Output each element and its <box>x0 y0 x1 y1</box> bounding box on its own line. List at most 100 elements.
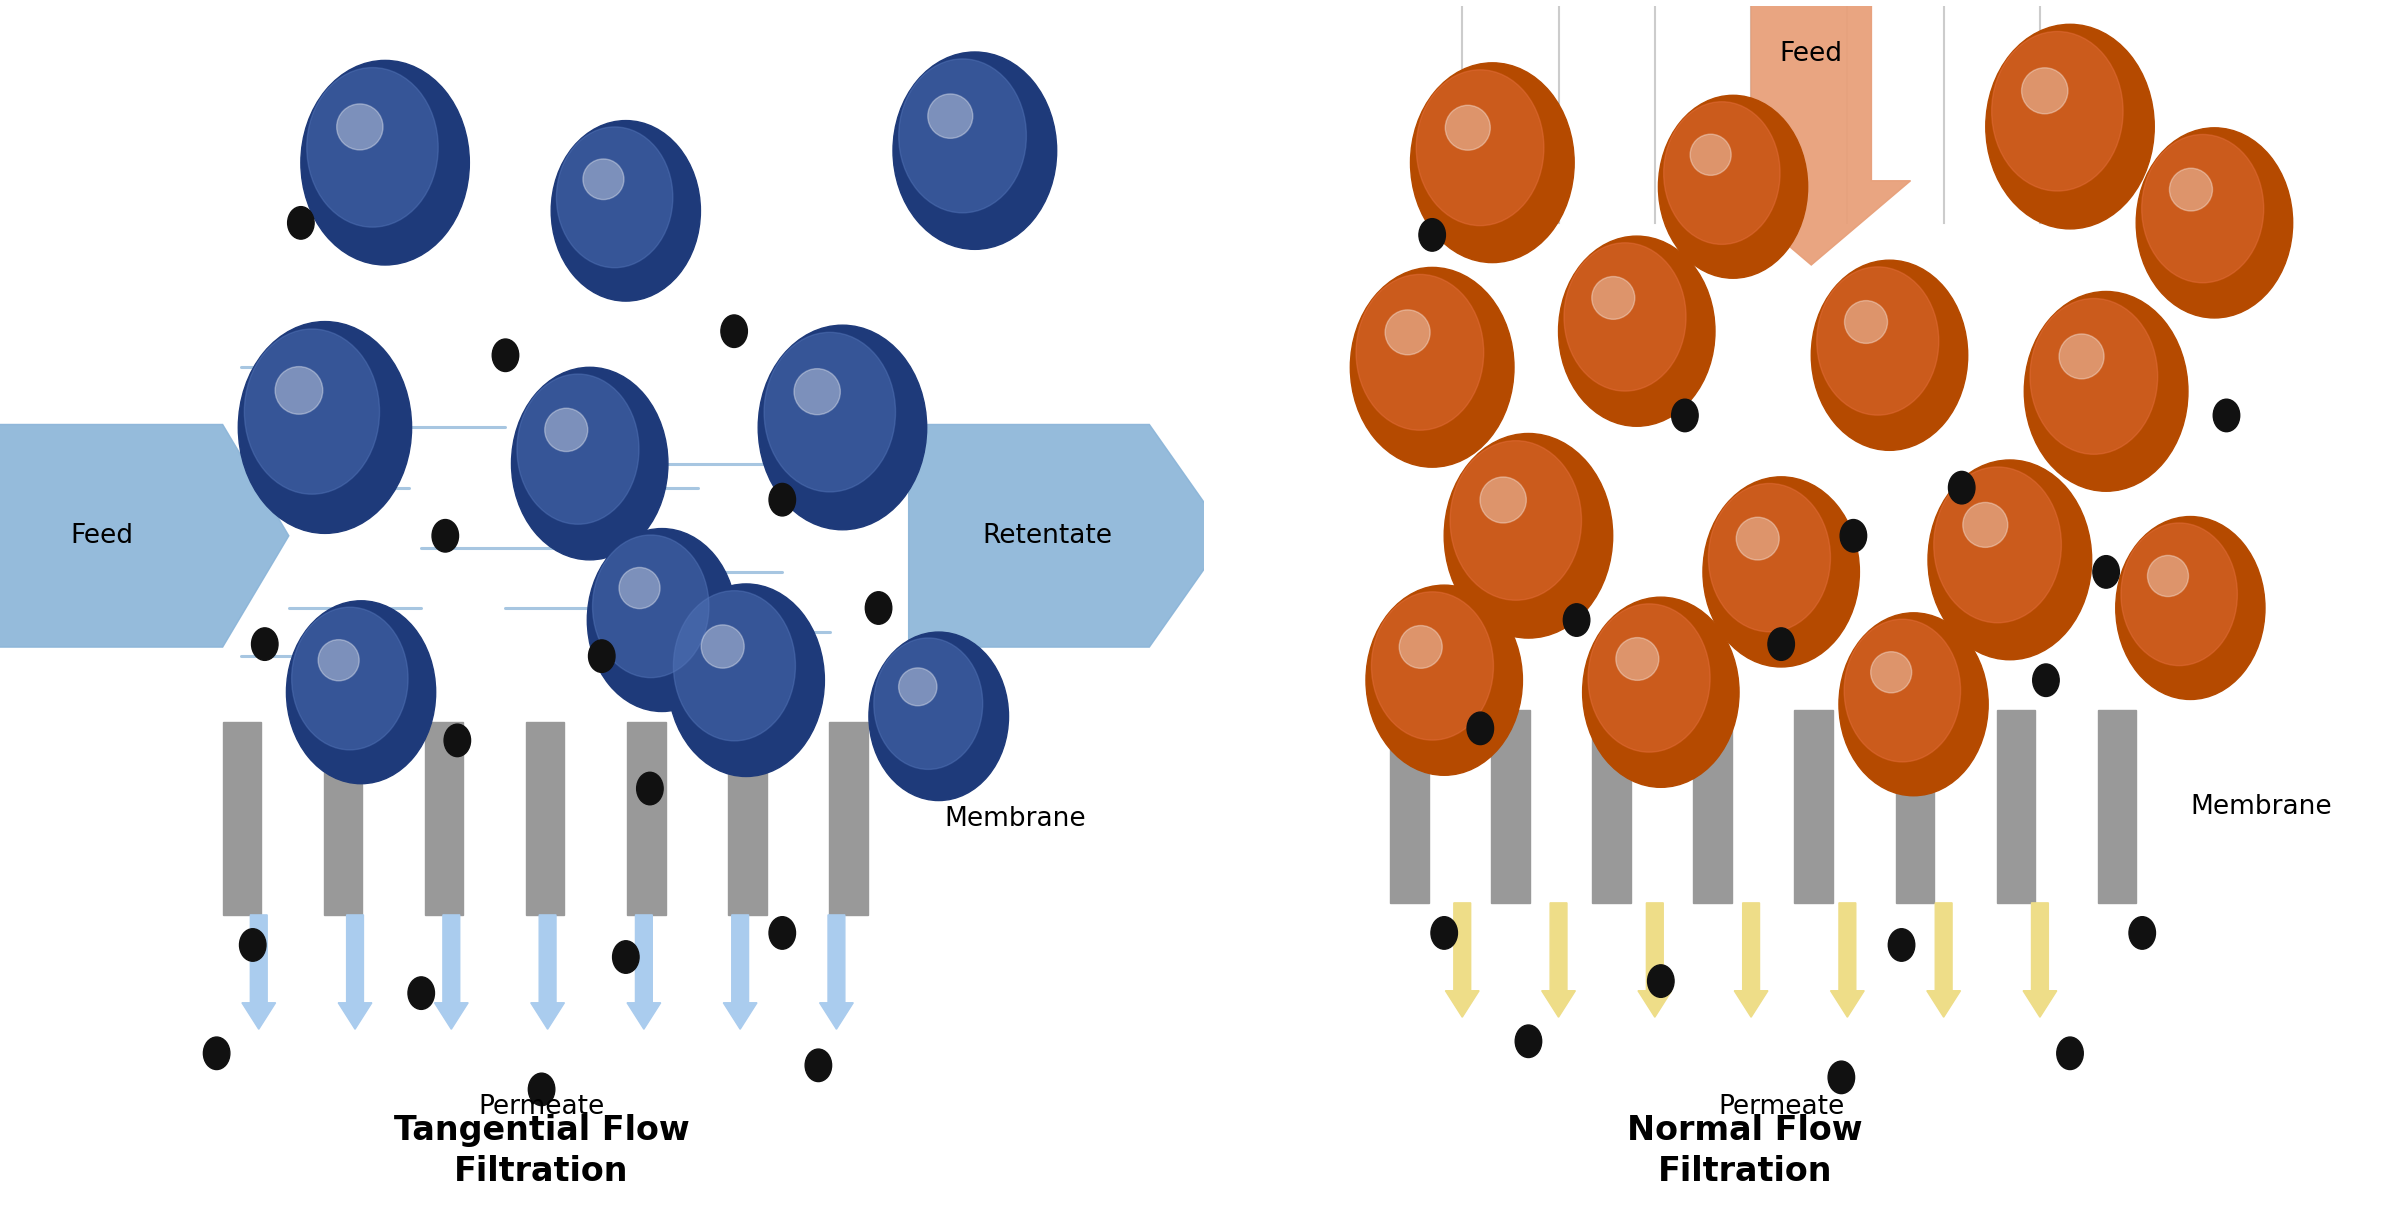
Ellipse shape <box>337 103 383 150</box>
Ellipse shape <box>1615 637 1658 681</box>
Ellipse shape <box>2032 664 2060 697</box>
Bar <box>1593 710 1632 902</box>
Ellipse shape <box>1670 399 1699 432</box>
Ellipse shape <box>669 584 823 777</box>
Ellipse shape <box>867 592 893 624</box>
Ellipse shape <box>2214 399 2239 432</box>
Ellipse shape <box>1690 134 1731 175</box>
Ellipse shape <box>1767 627 1793 660</box>
Ellipse shape <box>1962 502 2007 547</box>
FancyArrow shape <box>0 424 289 647</box>
Bar <box>527 722 566 914</box>
Ellipse shape <box>318 640 359 681</box>
Ellipse shape <box>530 1074 556 1105</box>
Bar <box>2096 710 2137 902</box>
Ellipse shape <box>1887 929 1916 961</box>
FancyArrow shape <box>1733 902 1767 1018</box>
Ellipse shape <box>306 68 438 227</box>
Ellipse shape <box>1411 63 1574 263</box>
Ellipse shape <box>289 207 313 240</box>
Ellipse shape <box>1991 32 2123 191</box>
Ellipse shape <box>291 607 409 750</box>
Bar <box>1796 710 1834 902</box>
Ellipse shape <box>794 368 840 415</box>
Ellipse shape <box>301 61 469 265</box>
Ellipse shape <box>2116 517 2265 699</box>
Ellipse shape <box>804 1049 833 1081</box>
Ellipse shape <box>510 367 667 559</box>
Ellipse shape <box>2137 128 2291 317</box>
Ellipse shape <box>1398 625 1442 669</box>
Ellipse shape <box>1415 69 1543 226</box>
Ellipse shape <box>1480 477 1526 523</box>
Text: Permeate: Permeate <box>479 1094 604 1120</box>
Ellipse shape <box>763 332 895 492</box>
Ellipse shape <box>1367 585 1521 776</box>
Ellipse shape <box>869 632 1009 800</box>
Ellipse shape <box>544 409 587 451</box>
Text: Feed: Feed <box>70 523 135 548</box>
Ellipse shape <box>551 120 700 302</box>
Ellipse shape <box>2022 68 2068 114</box>
Ellipse shape <box>1589 604 1709 753</box>
Ellipse shape <box>611 941 640 973</box>
Bar <box>828 722 869 914</box>
Ellipse shape <box>238 321 412 534</box>
Ellipse shape <box>1372 592 1492 741</box>
Ellipse shape <box>1516 1025 1543 1058</box>
Bar <box>1492 710 1531 902</box>
FancyArrow shape <box>1829 902 1865 1018</box>
Ellipse shape <box>1704 477 1861 666</box>
Ellipse shape <box>1658 95 1808 278</box>
Ellipse shape <box>592 535 710 677</box>
Ellipse shape <box>587 529 737 711</box>
Ellipse shape <box>2056 1037 2082 1070</box>
Ellipse shape <box>770 484 797 516</box>
Ellipse shape <box>2147 556 2188 597</box>
Ellipse shape <box>1591 276 1634 320</box>
Ellipse shape <box>1584 597 1738 787</box>
Text: Feed: Feed <box>1779 41 1844 67</box>
Ellipse shape <box>241 929 267 961</box>
Ellipse shape <box>1430 917 1456 950</box>
Ellipse shape <box>758 325 927 530</box>
FancyArrow shape <box>1637 902 1670 1018</box>
Ellipse shape <box>493 339 520 372</box>
Ellipse shape <box>1839 613 1988 795</box>
Ellipse shape <box>1870 652 1911 693</box>
Ellipse shape <box>1663 102 1781 244</box>
Ellipse shape <box>1933 467 2060 623</box>
Ellipse shape <box>1928 460 2092 660</box>
Text: Tangential Flow
Filtration: Tangential Flow Filtration <box>395 1114 688 1188</box>
FancyArrow shape <box>241 914 277 1029</box>
Ellipse shape <box>1841 519 1868 552</box>
Ellipse shape <box>2121 523 2239 665</box>
Bar <box>1995 710 2034 902</box>
Ellipse shape <box>1844 619 1962 762</box>
Ellipse shape <box>1466 713 1492 744</box>
Ellipse shape <box>1646 964 1673 997</box>
Ellipse shape <box>443 725 469 756</box>
FancyArrow shape <box>1543 902 1574 1018</box>
Ellipse shape <box>722 315 749 348</box>
Text: Retentate: Retentate <box>982 523 1112 548</box>
FancyArrow shape <box>1711 0 1911 265</box>
Ellipse shape <box>409 976 436 1009</box>
FancyArrow shape <box>2022 902 2056 1018</box>
Ellipse shape <box>700 625 744 668</box>
Ellipse shape <box>1565 604 1591 636</box>
FancyArrow shape <box>907 424 1228 647</box>
Ellipse shape <box>674 591 794 741</box>
Ellipse shape <box>1444 433 1613 638</box>
Ellipse shape <box>1844 300 1887 343</box>
Ellipse shape <box>2058 334 2104 379</box>
Text: Permeate: Permeate <box>1719 1094 1844 1120</box>
Ellipse shape <box>274 366 323 415</box>
Ellipse shape <box>2094 556 2118 589</box>
Ellipse shape <box>893 52 1057 249</box>
Ellipse shape <box>1350 268 1514 467</box>
Ellipse shape <box>2029 298 2157 455</box>
Ellipse shape <box>898 58 1025 213</box>
Text: Membrane: Membrane <box>2190 794 2332 820</box>
FancyArrow shape <box>1444 902 1478 1018</box>
